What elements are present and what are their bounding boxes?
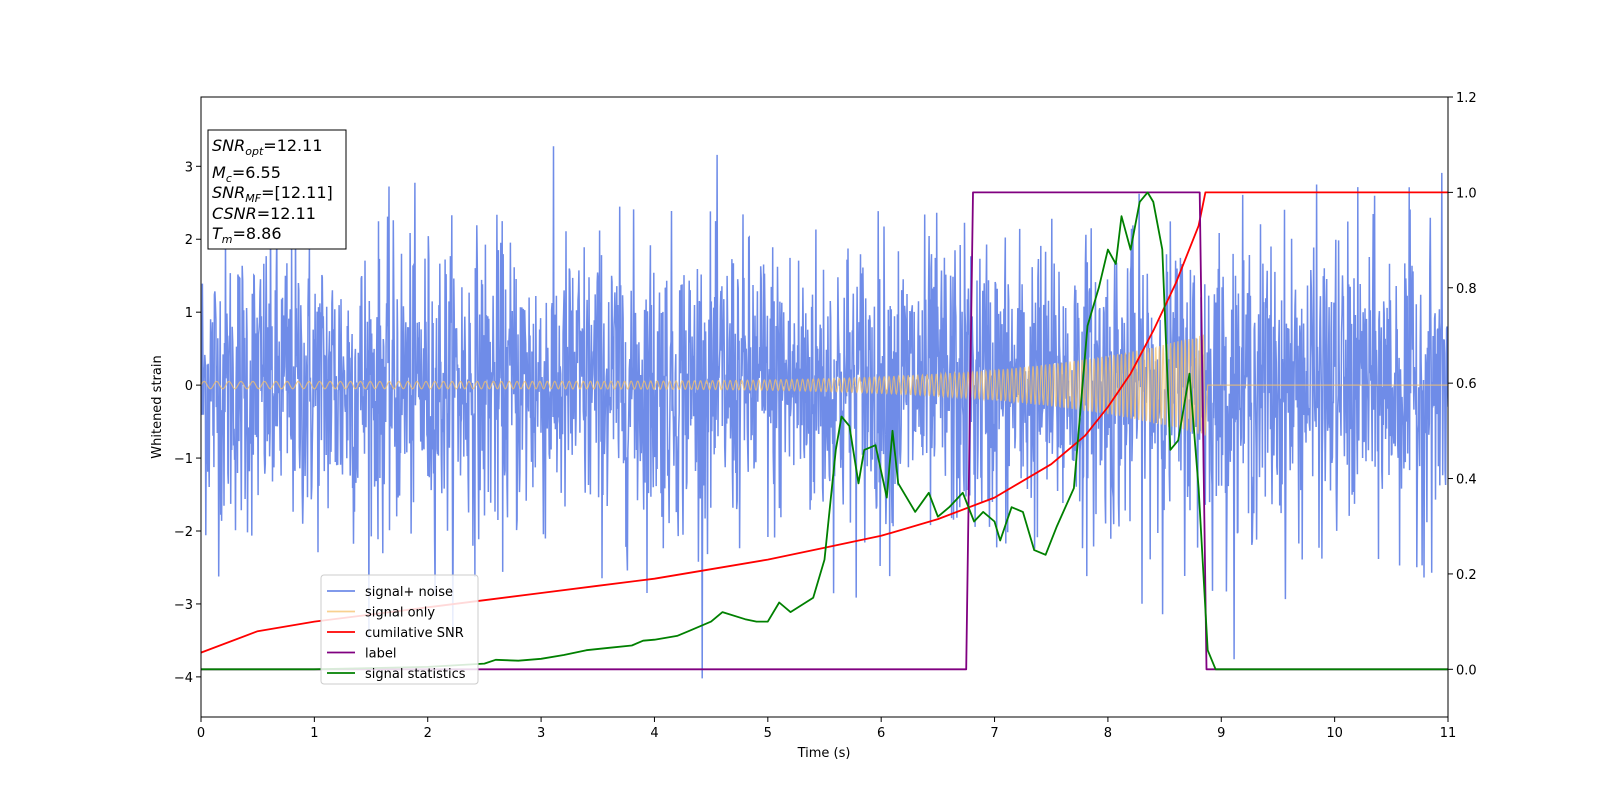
legend-item-signal-statistics: signal statistics — [327, 667, 466, 682]
y-tick-label: −1 — [174, 452, 193, 467]
x-axis: 0 1 2 3 4 5 6 7 8 9 10 11 — [197, 717, 1456, 741]
y2-tick-label: 0.2 — [1456, 568, 1477, 583]
y-axis-left: −4 −3 −2 −1 0 1 2 3 — [174, 160, 201, 686]
info-mc: Mc=6.55 — [212, 163, 281, 185]
y-tick-label: −4 — [174, 671, 193, 686]
info-box: SNRopt=12.11 Mc=6.55 SNRMF=[12.11] CSNR=… — [207, 129, 347, 250]
y2-tick-label: 0.8 — [1456, 282, 1477, 297]
legend-item-cumilative-snr: cumilative SNR — [327, 626, 464, 641]
legend-item-label: label — [327, 647, 396, 662]
x-tick-label: 3 — [537, 726, 545, 741]
y2-tick-label: 0.4 — [1456, 473, 1477, 488]
y-tick-label: −2 — [174, 525, 193, 540]
legend-label: signal+ noise — [365, 585, 453, 600]
x-tick-label: 8 — [1104, 726, 1112, 741]
y-tick-label: −3 — [174, 598, 193, 613]
y2-tick-label: 0.0 — [1456, 663, 1477, 678]
x-tick-label: 4 — [650, 726, 658, 741]
legend: signal+ noise signal only cumilative SNR la… — [320, 574, 479, 685]
x-tick-label: 7 — [990, 726, 998, 741]
series-signal-only — [201, 334, 1448, 436]
legend-item-signal-noise: signal+ noise — [327, 585, 453, 600]
legend-frame — [320, 574, 479, 685]
legend-item-signal-only: signal only — [327, 606, 435, 621]
x-tick-label: 0 — [197, 726, 205, 741]
x-tick-label: 6 — [877, 726, 885, 741]
y-tick-label: 1 — [185, 306, 193, 321]
info-csnr: CSNR=12.11 — [212, 204, 316, 223]
legend-label: label — [365, 647, 396, 662]
y2-tick-label: 1.0 — [1456, 186, 1477, 201]
legend-label: cumilative SNR — [365, 626, 464, 641]
x-tick-label: 1 — [310, 726, 318, 741]
y-tick-label: 2 — [185, 233, 193, 248]
legend-label: signal only — [365, 606, 435, 621]
plot-frame — [200, 96, 1449, 718]
x-tick-label: 2 — [424, 726, 432, 741]
y-tick-label: 0 — [185, 379, 193, 394]
x-tick-label: 11 — [1440, 726, 1457, 741]
x-tick-label: 9 — [1217, 726, 1225, 741]
x-tick-label: 10 — [1326, 726, 1343, 741]
series-signal-statistics — [201, 191, 1448, 671]
y-axis-label: Whitened strain — [150, 355, 165, 458]
y2-tick-label: 1.2 — [1456, 91, 1477, 106]
legend-label: signal statistics — [365, 667, 466, 682]
y-axis-right: 0.0 0.2 0.4 0.6 0.8 1.0 1.2 — [1448, 91, 1477, 678]
info-snr-mf: SNRMF=[12.11] — [212, 183, 333, 205]
x-tick-label: 5 — [764, 726, 772, 741]
series-signal-noise — [201, 146, 1448, 679]
info-tm: Tm=8.86 — [212, 224, 282, 246]
info-snr-opt: SNRopt=12.11 — [212, 136, 323, 158]
y2-tick-label: 0.6 — [1456, 377, 1477, 392]
x-axis-label: Time (s) — [797, 746, 851, 761]
y-tick-label: 3 — [185, 160, 193, 175]
info-box-frame — [207, 129, 347, 250]
